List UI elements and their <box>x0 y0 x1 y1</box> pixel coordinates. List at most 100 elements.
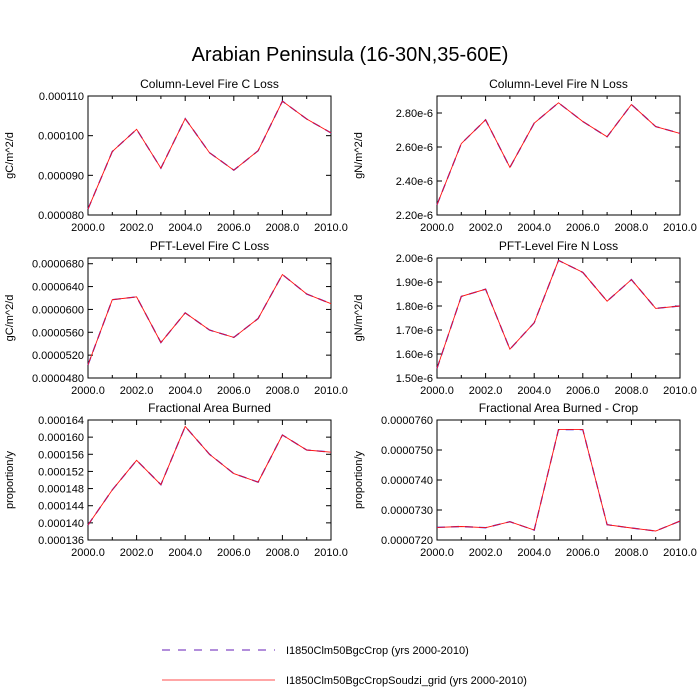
chart-panel-2: Column-Level Fire N Loss gN/m^2/d 2000.0 20… <box>353 77 697 234</box>
plot-frame <box>436 95 681 216</box>
series-line-1 <box>87 100 332 210</box>
series-line-1 <box>436 428 681 532</box>
y-tick-label: 0.000110 <box>39 91 84 103</box>
x-tick-label: 2006.0 <box>217 385 251 397</box>
y-tick-label: 0.0000730 <box>381 505 433 517</box>
y-tick-label: 0.0000520 <box>32 350 84 362</box>
series-line-2 <box>436 429 681 532</box>
y-tick-label: 0.000164 <box>38 415 84 427</box>
series-line-2 <box>87 100 332 210</box>
x-tick-label: 2006.0 <box>566 547 600 559</box>
x-tick-label: 2000.0 <box>420 547 454 559</box>
plot-frame <box>87 257 332 379</box>
chart-panel-6: Fractional Area Burned - Crop proportion/… <box>353 401 697 559</box>
series-line-1 <box>436 101 681 206</box>
y-tick-label: 1.60e-6 <box>396 349 433 361</box>
y-tick-label: 0.000144 <box>38 501 84 513</box>
y-axis-label: gN/m^2/d <box>353 295 365 342</box>
y-tick-label: 0.0000600 <box>32 304 84 316</box>
x-tick-label: 2010.0 <box>314 547 348 559</box>
y-tick-label: 0.0000560 <box>32 327 84 339</box>
plot-frame <box>436 419 681 541</box>
y-tick-label: 0.0000640 <box>32 282 84 294</box>
y-tick-label: 0.0000680 <box>32 259 84 271</box>
y-tick-label: 0.0000740 <box>381 475 433 487</box>
y-tick-label: 2.00e-6 <box>396 253 433 265</box>
x-tick-label: 2010.0 <box>314 385 348 397</box>
series-line-2 <box>87 273 332 366</box>
chart-panel-4: PFT-Level Fire N Loss gN/m^2/d 2000.0 2002.… <box>353 239 697 397</box>
y-tick-label: 0.000148 <box>38 484 84 496</box>
y-tick-label: 0.000080 <box>38 210 84 222</box>
x-tick-label: 2006.0 <box>566 385 600 397</box>
x-tick-label: 2004.0 <box>517 222 551 234</box>
x-tick-label: 2004.0 <box>168 222 202 234</box>
x-tick-label: 2008.0 <box>615 385 649 397</box>
chart-title: Column-Level Fire C Loss <box>140 77 279 91</box>
x-tick-label: 2010.0 <box>663 547 697 559</box>
series-line-1 <box>436 259 681 369</box>
x-tick-label: 2002.0 <box>469 547 503 559</box>
x-tick-label: 2004.0 <box>517 385 551 397</box>
x-tick-label: 2010.0 <box>663 222 697 234</box>
x-tick-label: 2006.0 <box>217 222 251 234</box>
x-tick-label: 2002.0 <box>120 222 154 234</box>
y-tick-label: 0.0000480 <box>32 373 84 385</box>
x-tick-label: 2010.0 <box>663 385 697 397</box>
y-tick-label: 0.000152 <box>38 466 84 478</box>
y-tick-label: 1.50e-6 <box>396 373 433 385</box>
y-tick-label: 2.80e-6 <box>396 108 433 120</box>
chart-title: Column-Level Fire N Loss <box>489 77 628 91</box>
plot-frame <box>87 95 332 216</box>
chart-title: Fractional Area Burned - Crop <box>479 401 639 415</box>
chart-panel-5: Fractional Area Burned proportion/y 2000.0… <box>4 401 348 559</box>
series-line-2 <box>436 259 681 369</box>
x-tick-label: 2004.0 <box>168 385 202 397</box>
y-tick-label: 0.000140 <box>38 518 84 530</box>
y-tick-label: 1.70e-6 <box>396 325 433 337</box>
series-line-2 <box>436 102 681 205</box>
x-tick-label: 2006.0 <box>217 547 251 559</box>
x-tick-label: 2002.0 <box>469 222 503 234</box>
y-tick-label: 0.0000750 <box>381 445 433 457</box>
y-tick-label: 0.000160 <box>38 432 84 444</box>
x-tick-label: 2006.0 <box>566 222 600 234</box>
x-tick-label: 2000.0 <box>420 222 454 234</box>
x-tick-label: 2002.0 <box>469 385 503 397</box>
y-tick-label: 0.0000720 <box>381 535 433 547</box>
x-tick-label: 2000.0 <box>71 547 105 559</box>
series-line-1 <box>87 273 332 366</box>
y-tick-label: 0.0000760 <box>381 415 433 427</box>
x-tick-label: 2000.0 <box>71 222 105 234</box>
chart-panel-1: Column-Level Fire C Loss gC/m^2/d 2000.0 20… <box>4 77 348 234</box>
x-tick-label: 2002.0 <box>120 547 154 559</box>
x-tick-label: 2008.0 <box>266 385 300 397</box>
y-tick-label: 0.000100 <box>38 131 84 143</box>
y-tick-label: 1.90e-6 <box>396 277 433 289</box>
y-axis-label: gN/m^2/d <box>353 132 365 179</box>
y-tick-label: 2.40e-6 <box>396 176 433 188</box>
x-tick-label: 2004.0 <box>517 547 551 559</box>
plot-frame <box>87 419 332 541</box>
x-tick-label: 2000.0 <box>71 385 105 397</box>
x-tick-label: 2008.0 <box>615 547 649 559</box>
x-tick-label: 2008.0 <box>615 222 649 234</box>
plot-frame <box>436 257 681 379</box>
y-tick-label: 0.000090 <box>38 170 84 182</box>
chart-title: Fractional Area Burned <box>148 401 271 415</box>
y-tick-label: 2.60e-6 <box>396 142 433 154</box>
y-axis-label: gC/m^2/d <box>4 132 16 179</box>
x-tick-label: 2008.0 <box>266 547 300 559</box>
x-tick-label: 2010.0 <box>314 222 348 234</box>
x-tick-label: 2000.0 <box>420 385 454 397</box>
page-title: Arabian Peninsula (16-30N,35-60E) <box>191 44 509 66</box>
y-tick-label: 0.000136 <box>38 535 84 547</box>
chart-title: PFT-Level Fire N Loss <box>499 239 618 253</box>
y-axis-label: gC/m^2/d <box>4 295 16 342</box>
y-tick-label: 1.80e-6 <box>396 301 433 313</box>
series-line-2 <box>87 425 332 526</box>
x-tick-label: 2008.0 <box>266 222 300 234</box>
x-tick-label: 2002.0 <box>120 385 154 397</box>
chart-title: PFT-Level Fire C Loss <box>150 239 269 253</box>
